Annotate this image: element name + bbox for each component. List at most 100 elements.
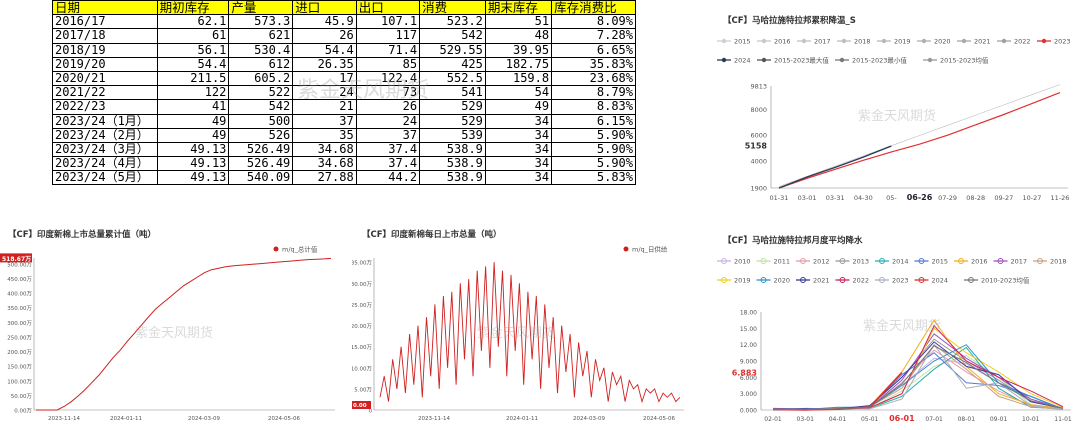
table-row: 2023/24（5月） 49.13 540.09 27.88 44.2 538.9 34 5.… bbox=[52, 170, 636, 186]
legend-marker bbox=[918, 258, 925, 264]
table-cell-value: 538.9 bbox=[419, 156, 486, 172]
legend-marker bbox=[1001, 38, 1007, 44]
y-tick-label: 400.00万 bbox=[7, 291, 32, 298]
x-tick-label: 04-30 bbox=[854, 194, 873, 202]
table-cell-value: 552.5 bbox=[419, 70, 486, 87]
table-cell-value: 159.8 bbox=[484, 70, 553, 87]
table-cell-value: 612 bbox=[228, 56, 294, 72]
y-tick-label: 25.00万 bbox=[352, 302, 372, 309]
table-cell-value: 538.9 bbox=[419, 170, 486, 186]
last-value-label: 518.67万 bbox=[2, 256, 31, 263]
table-cell-value: 605.2 bbox=[228, 70, 294, 87]
table-cell-value: 54.4 bbox=[156, 56, 230, 72]
y-tick-label: 250.00万 bbox=[7, 334, 32, 341]
chart-svg: m/q_总计值 0.00万 50.00万 100.00万 150.00万 200.00万 2… bbox=[0, 245, 335, 422]
table-cell-value: 8.83% bbox=[551, 99, 636, 115]
series-line-2020 bbox=[772, 344, 1064, 411]
legend-label: 2013 bbox=[853, 258, 870, 266]
y-tick-label: 3.000 bbox=[740, 391, 757, 398]
table-cell-value: 49 bbox=[484, 99, 553, 115]
table-cell-value: 117 bbox=[355, 28, 421, 44]
legend-label: 2020 bbox=[934, 38, 951, 46]
table-cell-value: 35.83% bbox=[551, 56, 636, 72]
series-line-2024 bbox=[772, 371, 903, 411]
legend-marker bbox=[760, 258, 767, 264]
y-tick-label: 6000 bbox=[750, 132, 767, 140]
table-cell-value: 51 bbox=[484, 14, 553, 30]
table-cell-value: 425 bbox=[419, 56, 486, 72]
table-cell-value: 49.13 bbox=[156, 156, 230, 172]
x-tick-label: 2024-01-11 bbox=[506, 416, 538, 422]
legend-label: 2017 bbox=[814, 38, 831, 46]
legend-label: 2022 bbox=[1014, 38, 1031, 46]
table-row: 2023/24（2月） 49 526 35 37 539 34 5.90% bbox=[52, 127, 636, 143]
y-tick-label: 5158 bbox=[745, 142, 768, 151]
table-cell-value: 526.49 bbox=[228, 141, 294, 158]
legend-label: 2010 bbox=[734, 258, 751, 266]
legend-marker bbox=[881, 38, 887, 44]
y-tick-label: 20.00万 bbox=[352, 323, 372, 330]
table-cell-value: 182.75 bbox=[484, 56, 553, 72]
legend-marker bbox=[918, 277, 925, 283]
table-header-cell: 产量 bbox=[228, 0, 294, 16]
table-cell-value: 23.68% bbox=[551, 70, 636, 87]
legend-marker bbox=[839, 258, 846, 264]
y-tick-label: 30.00万 bbox=[352, 281, 372, 288]
chart-title: 【CF】印度新棉每日上市总量（吨） bbox=[362, 230, 502, 240]
legend-label: 2018 bbox=[854, 38, 871, 46]
table-cell-value: 37 bbox=[355, 127, 421, 143]
table-cell-date: 2023/24（3月） bbox=[52, 141, 158, 158]
table-cell-value: 6.15% bbox=[551, 113, 636, 129]
y-tick-label: 0 bbox=[369, 409, 373, 415]
x-tick-label: 2024-05-06 bbox=[268, 416, 300, 422]
legend-label: 2016 bbox=[971, 258, 988, 266]
chart-svg: 2015 2016 2017 2018 2019 2020 2021 2022 2023 2024… bbox=[717, 38, 1071, 202]
chart-title: 【CF】印度新棉上市总量累计值（吨） bbox=[8, 230, 157, 240]
table-cell-value: 85 bbox=[355, 56, 421, 72]
legend-marker bbox=[839, 277, 846, 283]
x-tick-label: 2024-03-09 bbox=[188, 416, 220, 422]
legend-marker bbox=[961, 38, 967, 44]
table-row: 2017/18 61 621 26 117 542 48 7.28% bbox=[52, 28, 636, 44]
table-cell-value: 541 bbox=[419, 85, 486, 101]
legend-marker bbox=[623, 246, 629, 252]
x-tick-label: 2024-01-11 bbox=[110, 416, 142, 422]
legend-marker bbox=[721, 38, 727, 44]
table-row: 2021/22 122 522 24 73 541 54 8.79% bbox=[52, 85, 636, 101]
table-cell-value: 49 bbox=[156, 113, 230, 129]
table-cell-value: 21 bbox=[292, 99, 357, 115]
x-tick-label: 02-01 bbox=[764, 416, 782, 423]
table-cell-value: 538.9 bbox=[419, 141, 486, 158]
legend-label: 2023 bbox=[892, 277, 909, 285]
legend-label: 2011 bbox=[774, 258, 791, 266]
table-cell-value: 24 bbox=[292, 85, 357, 101]
legend-marker bbox=[921, 38, 927, 44]
x-tick-label: 06-26 bbox=[907, 193, 933, 202]
x-tick-label: 01-31 bbox=[770, 194, 789, 202]
table-cell-value: 107.1 bbox=[355, 14, 421, 30]
legend-marker bbox=[800, 258, 806, 264]
legend-label: 2019 bbox=[734, 277, 751, 285]
x-tick-label: 10-01 bbox=[1022, 416, 1040, 423]
table-cell-value: 37 bbox=[292, 113, 357, 129]
table-cell-value: 26 bbox=[292, 28, 357, 44]
legend-marker bbox=[997, 258, 1004, 264]
legend-marker bbox=[273, 246, 279, 252]
balance-table-panel: 日期 期初库存 产量 进口 出口 消费 期末库存 库存消费比 2016/17 62.1 573.3 4… bbox=[52, 0, 636, 196]
legend-marker bbox=[958, 258, 964, 264]
table-cell-value: 542 bbox=[228, 99, 294, 115]
table-cell-date: 2017/18 bbox=[52, 28, 158, 44]
legend-label: 2023 bbox=[1054, 38, 1071, 46]
x-tick-label: 07-29 bbox=[938, 194, 957, 202]
y-tick-label: 10.00万 bbox=[352, 365, 372, 372]
series-line-range bbox=[778, 84, 1061, 187]
table-cell-value: 73 bbox=[355, 85, 421, 101]
table-cell-value: 71.4 bbox=[355, 42, 421, 58]
y-tick-label: 1900 bbox=[750, 185, 767, 193]
table-header-cell: 库存消费比 bbox=[551, 0, 636, 16]
y-tick-label: 0.00万 bbox=[14, 408, 32, 415]
chart-india-cumulative: 【CF】印度新棉上市总量累计值（吨） m/q_总计值 0.00万 50.00万 100… bbox=[0, 222, 345, 430]
table-cell-date: 2019/20 bbox=[52, 56, 158, 72]
legend-label: 2019 bbox=[894, 38, 911, 46]
x-tick-label: 09-01 bbox=[990, 416, 1008, 423]
